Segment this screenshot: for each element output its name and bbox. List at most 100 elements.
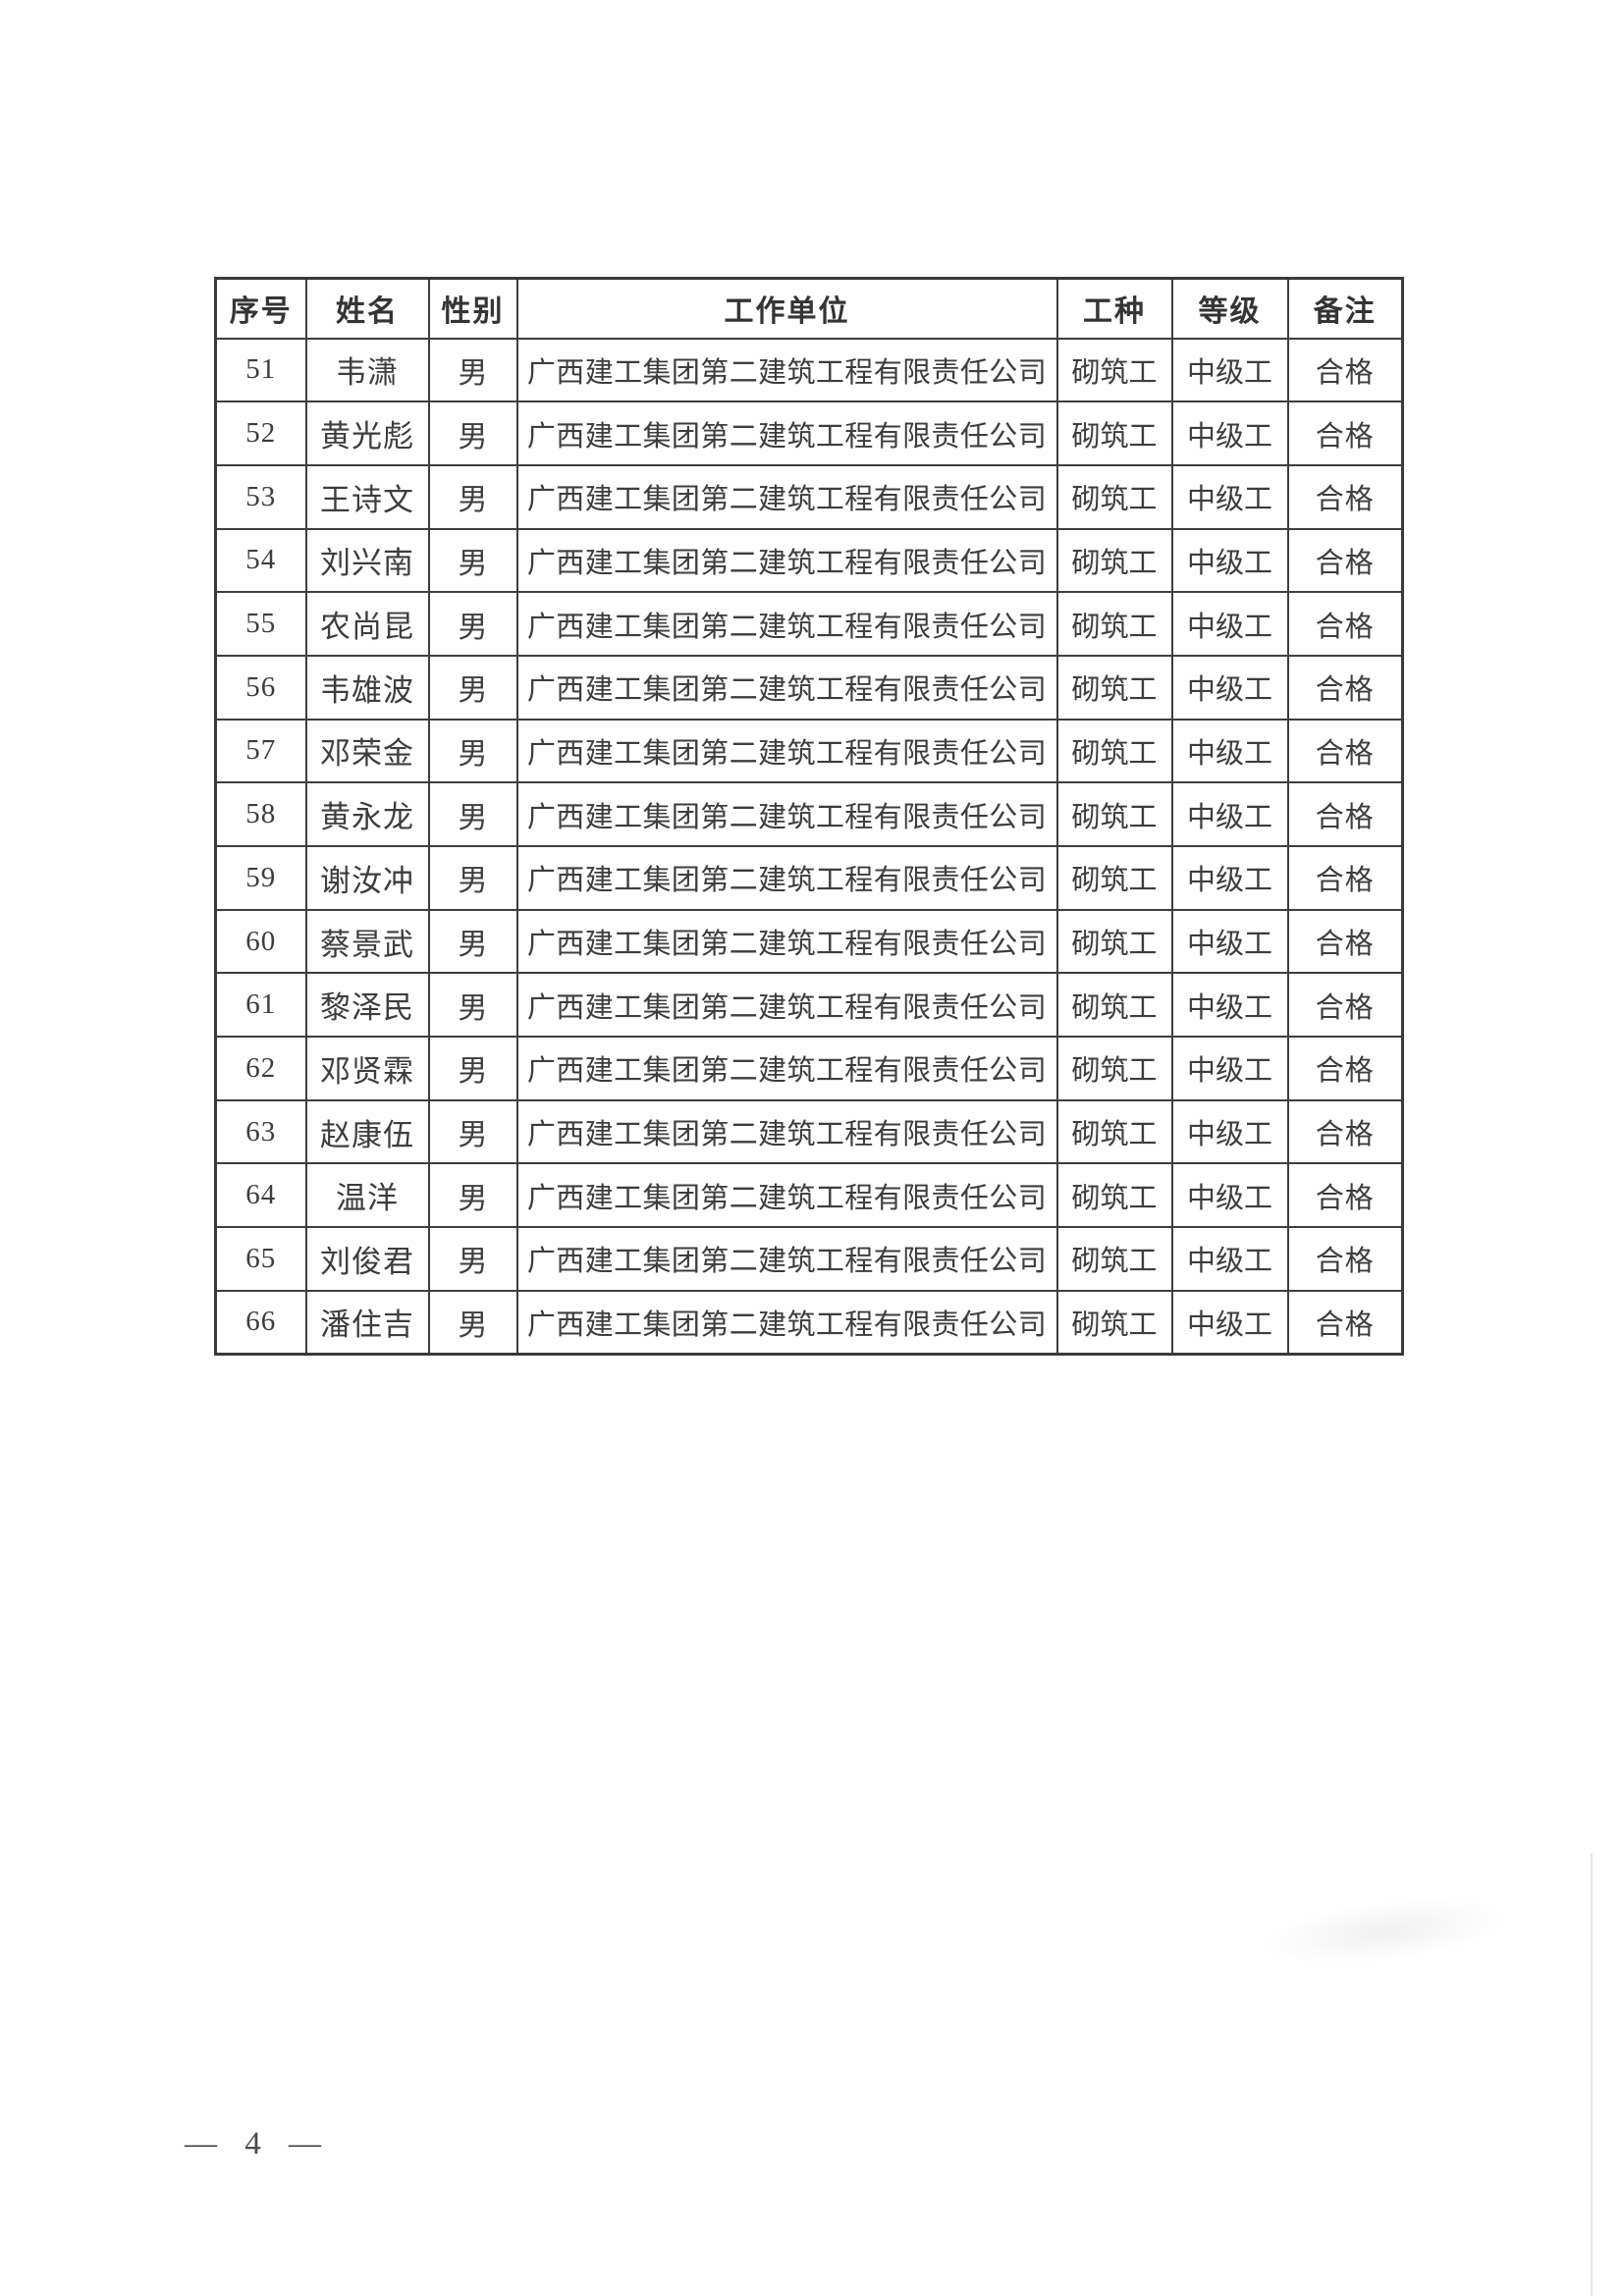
cell-trade: 砌筑工: [1055, 908, 1173, 975]
cell-unit: 广西建工集团第二建筑工程有限责任公司: [515, 654, 1058, 721]
cell-grade: 中级工: [1170, 1226, 1289, 1292]
cell-name: 黄永龙: [304, 781, 430, 847]
column-header-no: 序号: [214, 277, 307, 340]
cell-remark: 合格: [1286, 718, 1404, 784]
table-row: 54 刘兴南男广西建工集团第二建筑工程有限责任公司 砌筑工 中级工 合格: [214, 527, 1404, 594]
cell-remark: 合格: [1286, 908, 1404, 975]
cell-trade: 砌筑工: [1055, 1226, 1173, 1292]
cell-grade: 中级工: [1170, 337, 1289, 403]
cell-grade: 中级工: [1170, 1036, 1289, 1101]
cell-remark: 合格: [1286, 591, 1404, 657]
cell-gender: 男: [427, 654, 518, 721]
cell-gender: 男: [427, 463, 518, 530]
cell-no: 53: [214, 463, 307, 530]
cell-grade: 中级工: [1170, 400, 1289, 466]
cell-unit: 广西建工集团第二建筑工程有限责任公司: [515, 1289, 1058, 1356]
cell-name: 邓荣金: [304, 718, 430, 784]
table-row: 51 韦潇男广西建工集团第二建筑工程有限责任公司 砌筑工 中级工 合格: [214, 337, 1404, 403]
cell-remark: 合格: [1286, 1289, 1404, 1356]
column-header-remark: 备注: [1286, 277, 1404, 340]
table-row: 59 谢汝冲男广西建工集团第二建筑工程有限责任公司 砌筑工 中级工 合格: [214, 845, 1404, 911]
cell-remark: 合格: [1286, 1098, 1404, 1165]
cell-trade: 砌筑工: [1055, 527, 1173, 594]
cell-gender: 男: [427, 1098, 518, 1165]
cell-remark: 合格: [1286, 1162, 1404, 1229]
cell-name: 谢汝冲: [304, 845, 430, 911]
cell-no: 60: [214, 908, 307, 975]
cell-no: 54: [214, 527, 307, 594]
cell-trade: 砌筑工: [1055, 1036, 1173, 1101]
cell-name: 潘住吉: [304, 1289, 430, 1356]
table-row: 61 黎泽民男广西建工集团第二建筑工程有限责任公司 砌筑工 中级工 合格: [214, 972, 1404, 1039]
column-header-grade: 等级: [1170, 277, 1289, 340]
cell-trade: 砌筑工: [1055, 1098, 1173, 1165]
cell-trade: 砌筑工: [1055, 1289, 1173, 1356]
cell-unit: 广西建工集团第二建筑工程有限责任公司: [515, 1036, 1058, 1101]
cell-trade: 砌筑工: [1055, 591, 1173, 657]
cell-no: 66: [214, 1289, 307, 1356]
cell-no: 61: [214, 972, 307, 1039]
column-header-gender: 性别: [427, 277, 518, 340]
cell-grade: 中级工: [1170, 591, 1289, 657]
cell-remark: 合格: [1286, 337, 1404, 403]
cell-no: 52: [214, 400, 307, 466]
cell-remark: 合格: [1286, 654, 1404, 721]
table-row: 53 王诗文男广西建工集团第二建筑工程有限责任公司 砌筑工 中级工 合格: [214, 463, 1404, 530]
column-header-unit: 工作单位: [515, 277, 1058, 340]
cell-name: 赵康伍: [304, 1098, 430, 1165]
table-row: 60 蔡景武男广西建工集团第二建筑工程有限责任公司 砌筑工 中级工 合格: [214, 908, 1404, 975]
cell-name: 蔡景武: [304, 908, 430, 975]
cell-name: 王诗文: [304, 463, 430, 530]
scan-smudge-artifact: [1259, 1887, 1510, 1977]
cell-name: 韦潇: [304, 337, 430, 403]
cell-no: 62: [214, 1036, 307, 1101]
cell-remark: 合格: [1286, 400, 1404, 466]
cell-name: 刘俊君: [304, 1226, 430, 1292]
cell-name: 黎泽民: [304, 972, 430, 1039]
cell-trade: 砌筑工: [1055, 1162, 1173, 1229]
cell-unit: 广西建工集团第二建筑工程有限责任公司: [515, 527, 1058, 594]
cell-gender: 男: [427, 718, 518, 784]
table-row: 66 潘住吉男广西建工集团第二建筑工程有限责任公司 砌筑工 中级工 合格: [214, 1289, 1404, 1356]
table-row: 55 农尚昆男广西建工集团第二建筑工程有限责任公司 砌筑工 中级工 合格: [214, 591, 1404, 657]
cell-gender: 男: [427, 337, 518, 403]
cell-gender: 男: [427, 781, 518, 847]
cell-no: 58: [214, 781, 307, 847]
table-row: 63 赵康伍男广西建工集团第二建筑工程有限责任公司 砌筑工 中级工 合格: [214, 1098, 1404, 1165]
cell-remark: 合格: [1286, 972, 1404, 1039]
cell-no: 51: [214, 337, 307, 403]
cell-remark: 合格: [1286, 781, 1404, 847]
cell-gender: 男: [427, 1162, 518, 1229]
cell-no: 59: [214, 845, 307, 911]
personnel-qualification-table: 序号 姓名 性别 工作单位 工种 等级 备注 51 韦潇男广西建工集团第二建筑工程有限责任公司…: [214, 277, 1404, 1356]
cell-no: 64: [214, 1162, 307, 1229]
cell-unit: 广西建工集团第二建筑工程有限责任公司: [515, 400, 1058, 466]
table-header-row: 序号 姓名 性别 工作单位 工种 等级 备注: [214, 277, 1404, 340]
table-row: 52 黄光彪男广西建工集团第二建筑工程有限责任公司 砌筑工 中级工 合格: [214, 400, 1404, 466]
table-row: 57 邓荣金男广西建工集团第二建筑工程有限责任公司 砌筑工 中级工 合格: [214, 718, 1404, 784]
page-number-footer: — 4 —: [185, 2126, 323, 2162]
column-header-name: 姓名: [304, 277, 430, 340]
cell-trade: 砌筑工: [1055, 463, 1173, 530]
cell-unit: 广西建工集团第二建筑工程有限责任公司: [515, 591, 1058, 657]
cell-remark: 合格: [1286, 845, 1404, 911]
table-body: 51 韦潇男广西建工集团第二建筑工程有限责任公司 砌筑工 中级工 合格 52 黄光彪男广西建…: [214, 337, 1404, 1356]
cell-gender: 男: [427, 1226, 518, 1292]
cell-grade: 中级工: [1170, 1098, 1289, 1165]
cell-grade: 中级工: [1170, 908, 1289, 975]
scan-edge-artifact: [1591, 1853, 1593, 2296]
cell-trade: 砌筑工: [1055, 972, 1173, 1039]
cell-no: 55: [214, 591, 307, 657]
cell-grade: 中级工: [1170, 463, 1289, 530]
cell-name: 韦雄波: [304, 654, 430, 721]
cell-remark: 合格: [1286, 463, 1404, 530]
cell-unit: 广西建工集团第二建筑工程有限责任公司: [515, 1098, 1058, 1165]
cell-unit: 广西建工集团第二建筑工程有限责任公司: [515, 972, 1058, 1039]
cell-name: 刘兴南: [304, 527, 430, 594]
cell-no: 65: [214, 1226, 307, 1292]
cell-grade: 中级工: [1170, 972, 1289, 1039]
cell-grade: 中级工: [1170, 654, 1289, 721]
cell-gender: 男: [427, 1289, 518, 1356]
cell-no: 57: [214, 718, 307, 784]
cell-trade: 砌筑工: [1055, 400, 1173, 466]
